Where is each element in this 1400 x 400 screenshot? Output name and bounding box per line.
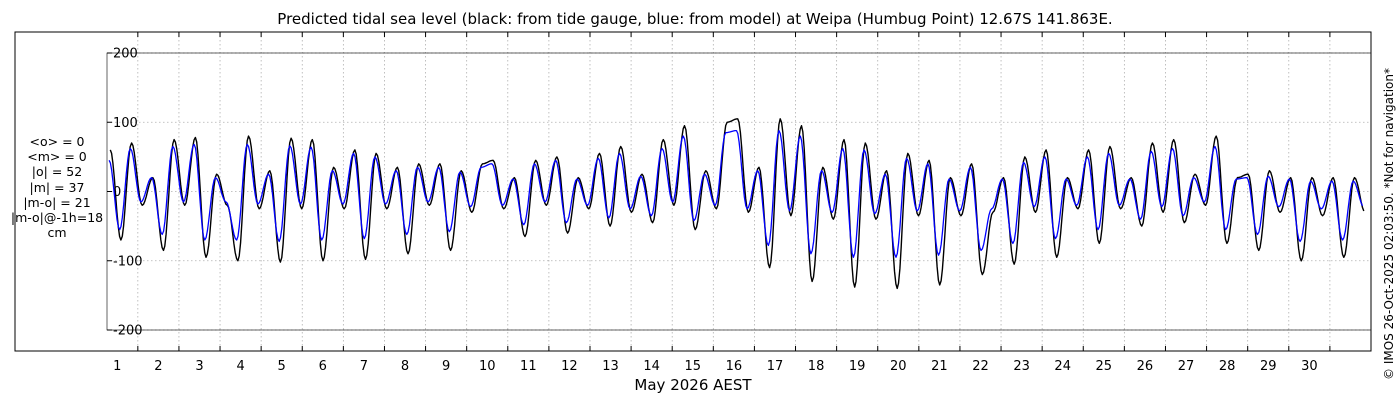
y-tick-label: 0 xyxy=(113,185,121,200)
x-tick-label: 24 xyxy=(1054,359,1071,374)
x-tick-label: 5 xyxy=(278,359,286,374)
x-tick-label: 20 xyxy=(890,359,907,374)
inner-axes-frame xyxy=(106,52,1372,331)
x-tick-label: 29 xyxy=(1260,359,1277,374)
x-tick-label: 13 xyxy=(602,359,619,374)
x-tick-label: 17 xyxy=(767,359,784,374)
x-tick-label: 8 xyxy=(401,359,409,374)
x-tick-label: 26 xyxy=(1137,359,1154,374)
x-tick-label: 18 xyxy=(808,359,825,374)
stat-unit: cm xyxy=(47,225,67,241)
x-tick-label: 7 xyxy=(360,359,368,374)
chart-title: Predicted tidal sea level (black: from t… xyxy=(277,10,1113,28)
x-tick-label: 16 xyxy=(726,359,743,374)
y-tick-label: 200 xyxy=(113,47,138,62)
x-tick-label: 1 xyxy=(113,359,121,374)
x-tick-label: 19 xyxy=(849,359,866,374)
copyright-note: © IMOS 26-Oct-2025 02:03:50. *Not for na… xyxy=(1382,68,1396,380)
stat-abs-model: |m| = 37 xyxy=(29,179,85,195)
x-tick-label: 4 xyxy=(236,359,244,374)
x-tick-label: 27 xyxy=(1178,359,1195,374)
x-tick-label: 22 xyxy=(972,359,989,374)
stat-mean-model: <m> = 0 xyxy=(27,149,87,165)
x-tick-label: 23 xyxy=(1013,359,1030,374)
stat-abs-difference-lagged: |m-o|@-1h=18 xyxy=(10,210,104,226)
x-tick-label: 9 xyxy=(442,359,450,374)
statistics-panel: <o> = 0 <m> = 0 |o| = 52 |m| = 37 |m-o| … xyxy=(8,134,106,240)
x-tick-label: 30 xyxy=(1301,359,1318,374)
y-tick-label: -100 xyxy=(113,254,143,269)
x-tick-label: 12 xyxy=(561,359,578,374)
x-tick-label: 6 xyxy=(319,359,327,374)
x-axis-label: May 2026 AEST xyxy=(634,376,752,394)
stat-abs-observed: |o| = 52 xyxy=(31,164,83,180)
x-tick-label: 15 xyxy=(684,359,701,374)
grid-lines xyxy=(107,32,1371,351)
x-tick-label: 10 xyxy=(479,359,496,374)
series-line-model xyxy=(108,129,1364,258)
x-tick-label: 11 xyxy=(520,359,537,374)
y-tick-label: -200 xyxy=(113,324,143,339)
y-tick-label: 100 xyxy=(113,116,138,131)
x-tick-label: 25 xyxy=(1096,359,1113,374)
x-tick-label: 14 xyxy=(643,359,660,374)
x-tick-label: 3 xyxy=(195,359,203,374)
stat-mean-observed: <o> = 0 xyxy=(29,134,85,149)
x-tick-label: 2 xyxy=(154,359,162,374)
series-line-tide-gauge xyxy=(109,118,1365,290)
stat-abs-difference: |m-o| = 21 xyxy=(23,194,91,210)
x-tick-label: 28 xyxy=(1219,359,1236,374)
x-axis: 1 2 3 4 5 6 7 8 9 10 11 12 13 14 15 16 17 18 19 20 21 22 23 24 2… xyxy=(113,32,1331,374)
series-layer xyxy=(108,118,1365,290)
x-tick-label: 21 xyxy=(931,359,948,374)
